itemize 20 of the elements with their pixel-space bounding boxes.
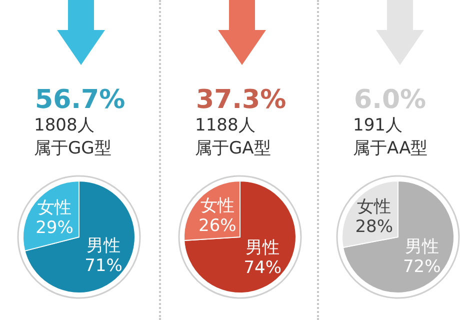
slice-label: 女性 — [200, 196, 234, 216]
data-label: 28% — [356, 217, 394, 238]
chart-subtitle: 1188人 — [194, 116, 255, 136]
data-label: 29% — [36, 218, 74, 238]
chart-subtitle: 1808人 — [34, 116, 94, 136]
slice-label: 男性 — [86, 236, 120, 256]
data-label: 72% — [403, 256, 442, 277]
text: 属于AA型 — [353, 138, 428, 158]
slice-label: 男性 — [405, 236, 440, 257]
text: 属于GA型 — [194, 138, 270, 158]
text: 属于GG型 — [34, 138, 112, 158]
chart-subtitle: 191人 — [353, 116, 403, 136]
data-label: 74% — [243, 258, 282, 278]
slice-label: 女性 — [38, 198, 72, 218]
chart-title: 56.7% — [35, 85, 126, 115]
chart-title: 37.3% — [196, 85, 286, 115]
slice-label: 男性 — [245, 238, 280, 258]
data-label: 26% — [198, 216, 236, 236]
data-label: 71% — [84, 256, 122, 276]
slice-label: 女性 — [358, 197, 392, 218]
